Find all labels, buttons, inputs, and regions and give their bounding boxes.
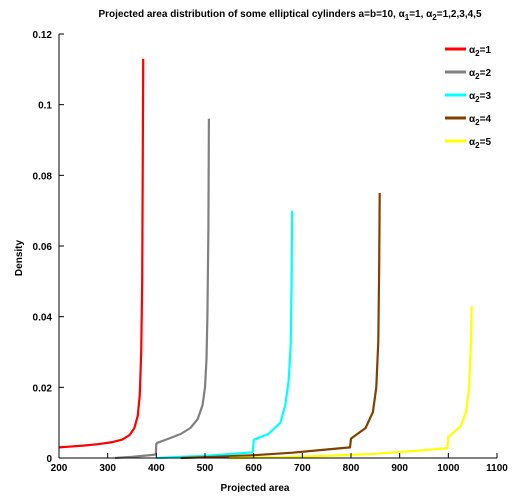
- legend-label-rest: =2: [480, 68, 492, 79]
- legend-label-rest: =5: [480, 137, 492, 148]
- y-tick-label: 0.1: [38, 101, 52, 112]
- legend-label-base: α: [469, 91, 476, 102]
- title-suffix: =1,2,3,4,5: [437, 9, 482, 20]
- legend-label-rest: =1: [480, 45, 492, 56]
- legend-label-3: α2=3: [469, 91, 491, 104]
- legend-label-4: α2=4: [469, 114, 491, 127]
- x-tick-label: 1100: [486, 463, 508, 474]
- legend-label-base: α: [469, 137, 476, 148]
- x-tick-label: 400: [148, 463, 165, 474]
- legend-label-base: α: [469, 45, 476, 56]
- x-tick-label: 900: [391, 463, 408, 474]
- y-axis-label: Density: [14, 240, 25, 277]
- y-tick-label: 0.06: [33, 242, 53, 253]
- legend-label-sub: 2: [475, 72, 480, 81]
- series-line-5: [229, 306, 473, 460]
- legend-label-base: α: [469, 114, 476, 125]
- series-line-1: [58, 58, 145, 449]
- x-axis-label: Projected area: [221, 483, 290, 492]
- series-line-2: [114, 118, 210, 460]
- title-sub2: 2: [432, 13, 437, 22]
- y-tick-label: 0.04: [33, 313, 53, 324]
- x-tick-label: 300: [99, 463, 116, 474]
- y-tick-label: 0.08: [33, 171, 53, 182]
- x-tick-label: 500: [197, 463, 214, 474]
- title-prefix: Projected area distribution of some elli…: [98, 9, 405, 20]
- series-line-3: [156, 210, 294, 460]
- x-tick-label: 800: [343, 463, 360, 474]
- legend-label-2: α2=2: [469, 68, 491, 81]
- x-tick-label: 600: [245, 463, 262, 474]
- legend-label-sub: 2: [475, 95, 480, 104]
- x-tick-label: 200: [51, 463, 68, 474]
- y-tick-label: 0.12: [33, 30, 53, 41]
- chart-title: Projected area distribution of some elli…: [98, 9, 481, 22]
- legend: α2=1α2=2α2=3α2=4α2=5: [445, 45, 491, 150]
- plot-area: [58, 58, 473, 460]
- legend-label-rest: =4: [480, 114, 492, 125]
- title-sub1: 1: [405, 13, 410, 22]
- y-tick-label: 0.02: [33, 383, 53, 394]
- series-line-4: [180, 192, 381, 460]
- legend-label-5: α2=5: [469, 137, 491, 150]
- x-tick-label: 700: [294, 463, 311, 474]
- y-tick-label: 0: [46, 454, 52, 465]
- x-tick-label: 1000: [437, 463, 460, 474]
- legend-label-1: α2=1: [469, 45, 491, 58]
- legend-label-sub: 2: [475, 141, 480, 150]
- legend-label-sub: 2: [475, 49, 480, 58]
- legend-label-sub: 2: [475, 118, 480, 127]
- axes: 200 300 400 500 600 700 800 900 1000 1100 0 0.02 0.0…: [33, 30, 509, 474]
- legend-label-rest: =3: [480, 91, 492, 102]
- legend-label-base: α: [469, 68, 476, 79]
- title-mid1: =1, α: [409, 9, 433, 20]
